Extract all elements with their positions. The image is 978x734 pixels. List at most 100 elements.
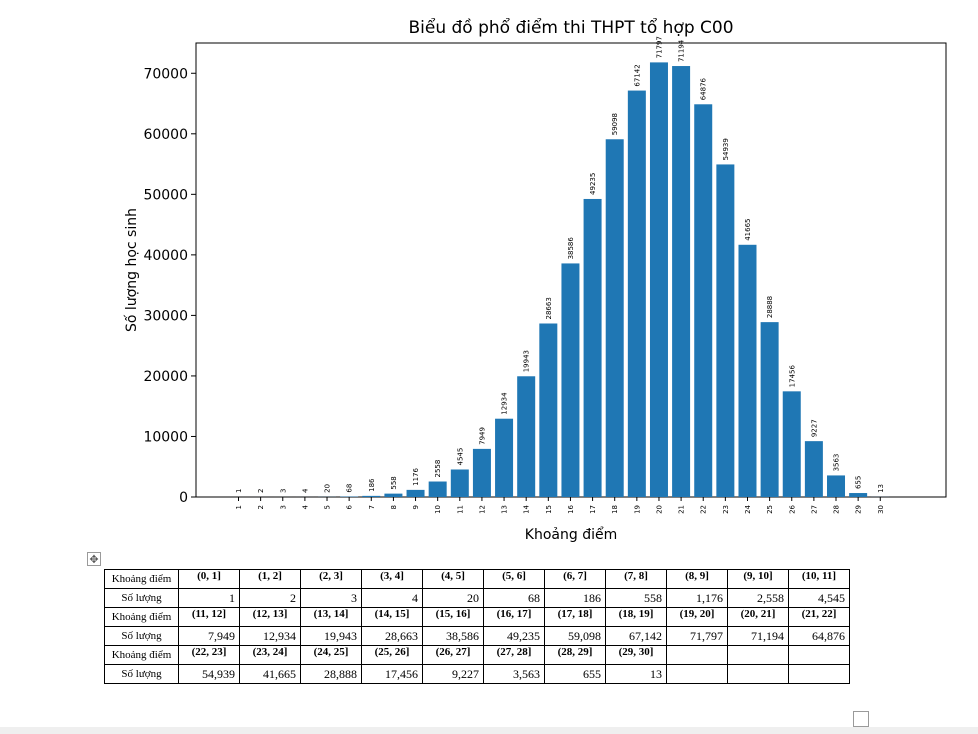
interval-cell: (4, 5] xyxy=(422,569,484,589)
interval-row: Khoảng điểm (22, 23] (23, 24] (24, 25] (25, … xyxy=(104,645,850,665)
bar-value-label: 71194 xyxy=(678,39,686,62)
count-cell: 28,888 xyxy=(300,664,362,684)
x-tick-label: 1 xyxy=(235,505,243,509)
count-cell: 9,227 xyxy=(422,664,484,684)
bar-value-label: 4 xyxy=(301,488,309,493)
count-cell: 67,142 xyxy=(605,626,667,646)
move-icon: ✥ xyxy=(89,552,99,566)
count-cell: 28,663 xyxy=(361,626,423,646)
count-cell: 64,876 xyxy=(788,626,850,646)
bar xyxy=(472,448,491,497)
interval-row-header: Khoảng điểm xyxy=(104,569,179,589)
interval-cell xyxy=(788,645,850,665)
bar-value-label: 28663 xyxy=(545,297,553,319)
x-tick-label: 9 xyxy=(412,505,420,509)
x-tick-label: 2 xyxy=(257,505,265,509)
interval-cell: (22, 23] xyxy=(178,645,240,665)
count-cell: 4,545 xyxy=(788,588,850,608)
count-cell: 2,558 xyxy=(727,588,789,608)
bar xyxy=(694,104,713,498)
y-axis-label: Số lượng học sinh xyxy=(123,208,140,332)
bar-value-label: 655 xyxy=(855,476,863,489)
x-tick-label: 10 xyxy=(434,505,442,514)
bar-value-label: 28888 xyxy=(766,296,774,318)
bar xyxy=(583,198,602,498)
x-tick-label: 25 xyxy=(766,505,774,514)
count-cell: 655 xyxy=(544,664,606,684)
x-tick-label: 12 xyxy=(478,505,486,514)
count-cell: 19,943 xyxy=(300,626,362,646)
count-cell: 13 xyxy=(605,664,667,684)
document-bottom-strip xyxy=(0,727,978,734)
count-cell xyxy=(727,664,789,684)
count-cell: 7,949 xyxy=(178,626,240,646)
interval-cell: (14, 15] xyxy=(361,607,423,627)
interval-cell: (10, 11] xyxy=(788,569,850,589)
count-row-header: Số lượng xyxy=(104,664,179,684)
table-move-handle[interactable]: ✥ xyxy=(87,552,101,566)
bar-value-label: 1 xyxy=(235,489,243,493)
interval-cell: (11, 12] xyxy=(178,607,240,627)
interval-cell: (23, 24] xyxy=(239,645,301,665)
bar xyxy=(561,263,580,497)
count-row: Số lượng 1 2 3 4 20 68 186 558 1,176 2,558 4,545 xyxy=(104,588,850,608)
bar xyxy=(760,322,779,497)
interval-cell: (29, 30] xyxy=(605,645,667,665)
count-cell: 68 xyxy=(483,588,545,608)
y-tick-label: 50000 xyxy=(143,187,188,203)
x-tick-label: 27 xyxy=(810,505,818,514)
interval-cell: (1, 2] xyxy=(239,569,301,589)
interval-cell: (27, 28] xyxy=(483,645,545,665)
x-axis-label: Khoảng điểm xyxy=(525,526,617,543)
bar xyxy=(849,493,868,497)
bar-value-label: 2 xyxy=(257,489,265,493)
x-tick-label: 23 xyxy=(722,505,730,514)
count-cell: 41,665 xyxy=(239,664,301,684)
y-tick-label: 40000 xyxy=(143,248,188,264)
count-cell: 71,797 xyxy=(666,626,728,646)
bar-value-label: 3563 xyxy=(833,454,841,472)
x-tick-label: 3 xyxy=(279,505,287,509)
bar xyxy=(716,164,735,497)
interval-cell: (0, 1] xyxy=(178,569,240,589)
x-axis: 1 2 3 4 5 6 7 8 9 10 11 12 13 14 15 16 17 18 19 20 21 22 23 24 2… xyxy=(235,497,885,514)
count-cell: 17,456 xyxy=(361,664,423,684)
x-tick-label: 4 xyxy=(301,504,309,509)
table-resize-handle[interactable] xyxy=(853,711,869,727)
y-tick-label: 10000 xyxy=(143,429,188,445)
interval-cell: (21, 22] xyxy=(788,607,850,627)
interval-cell: (2, 3] xyxy=(300,569,362,589)
bar-value-label: 59098 xyxy=(611,113,619,135)
bar xyxy=(782,391,801,497)
bars xyxy=(229,62,890,498)
interval-cell: (7, 8] xyxy=(605,569,667,589)
bar-value-label: 38586 xyxy=(567,237,575,260)
count-cell: 3,563 xyxy=(483,664,545,684)
x-tick-label: 11 xyxy=(456,505,464,514)
bar-value-label: 41665 xyxy=(744,219,752,241)
count-cell: 38,586 xyxy=(422,626,484,646)
interval-cell: (9, 10] xyxy=(727,569,789,589)
x-tick-label: 14 xyxy=(523,504,531,513)
interval-cell: (16, 17] xyxy=(483,607,545,627)
x-tick-label: 6 xyxy=(346,504,354,509)
count-cell: 59,098 xyxy=(544,626,606,646)
score-distribution-chart: Biểu đồ phổ điểm thi THPT tổ hợp C00 010… xyxy=(123,17,947,543)
bar-value-label: 54939 xyxy=(722,138,730,160)
bar xyxy=(428,481,447,497)
count-cell: 12,934 xyxy=(239,626,301,646)
x-tick-label: 19 xyxy=(633,505,641,514)
interval-cell xyxy=(666,645,728,665)
count-row: Số lượng 54,939 41,665 28,888 17,456 9,227 3,5… xyxy=(104,664,850,684)
bar-value-label: 20 xyxy=(324,484,332,493)
count-row-header: Số lượng xyxy=(104,588,179,608)
y-tick-label: 70000 xyxy=(143,66,188,82)
interval-row-header: Khoảng điểm xyxy=(104,607,179,627)
bar-value-label: 1176 xyxy=(412,468,420,486)
x-tick-label: 30 xyxy=(877,505,885,514)
bar-value-label: 12934 xyxy=(501,392,509,415)
bar-value-label: 19943 xyxy=(523,350,531,372)
bar-value-label: 9227 xyxy=(810,419,818,437)
bar-value-label: 4545 xyxy=(456,448,464,466)
x-tick-label: 7 xyxy=(368,505,376,509)
